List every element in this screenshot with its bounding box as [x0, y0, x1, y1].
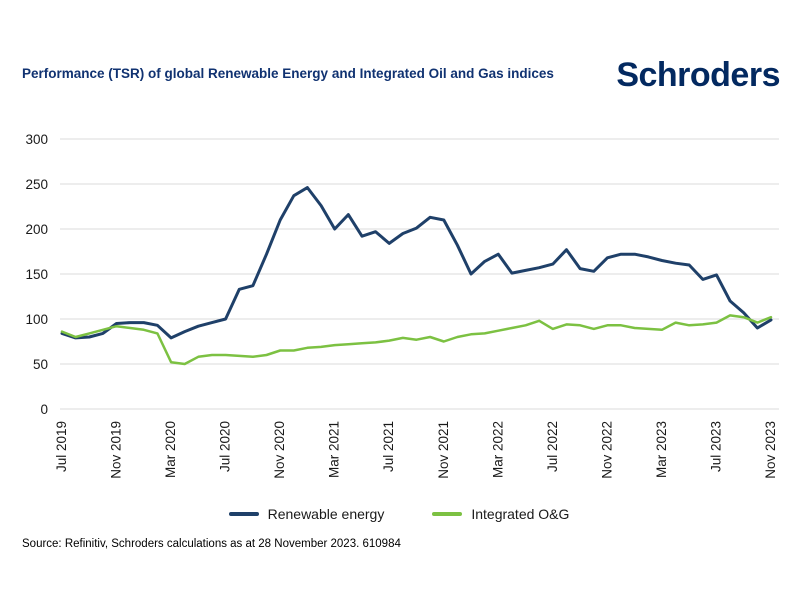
y-axis-tick-label: 150: [25, 267, 48, 282]
x-axis-tick-label: Jul 2019: [54, 421, 69, 472]
legend-label-renewable-energy: Renewable energy: [267, 506, 385, 522]
x-axis-tick-label: Nov 2023: [763, 421, 778, 479]
y-axis-tick-label: 50: [33, 357, 48, 372]
chart-title: Performance (TSR) of global Renewable En…: [22, 66, 554, 81]
x-axis-tick-label: Mar 2023: [654, 421, 669, 478]
x-axis-tick-label: Nov 2022: [599, 421, 614, 479]
x-axis-tick-label: Jul 2022: [545, 421, 560, 472]
x-axis-tick-label: Jul 2020: [218, 421, 233, 472]
x-axis-tick-label: Jul 2023: [708, 421, 723, 472]
legend-item-integrated-og: Integrated O&G: [432, 506, 569, 522]
legend-item-renewable-energy: Renewable energy: [228, 506, 385, 522]
series-line-renewable-energy: [60, 186, 773, 340]
chart-legend: Renewable energy Integrated O&G: [0, 506, 798, 522]
x-axis-tick-label: Nov 2020: [272, 421, 287, 479]
y-axis-tick-label: 300: [25, 132, 48, 147]
x-axis-tick-label: Nov 2021: [436, 421, 451, 479]
y-axis-tick-label: 100: [25, 312, 48, 327]
x-axis-tick-label: Mar 2020: [163, 421, 178, 478]
y-axis-tick-label: 250: [25, 177, 48, 192]
x-axis-tick-label: Jul 2021: [381, 421, 396, 472]
source-note: Source: Refinitiv, Schroders calculation…: [22, 538, 401, 550]
integrated-og-line-swatch: [432, 512, 463, 516]
y-axis-tick-label: 0: [40, 402, 48, 417]
x-axis-tick-label: Mar 2022: [490, 421, 505, 478]
series-line-integrated-o-g: [60, 314, 773, 366]
renewable-energy-line-swatch: [228, 512, 259, 516]
y-axis-tick-label: 200: [25, 222, 48, 237]
legend-label-integrated-og: Integrated O&G: [471, 506, 570, 522]
x-axis-tick-label: Mar 2021: [327, 421, 342, 478]
schroders-logo: Schroders: [616, 56, 780, 94]
x-axis-tick-label: Nov 2019: [109, 421, 124, 479]
